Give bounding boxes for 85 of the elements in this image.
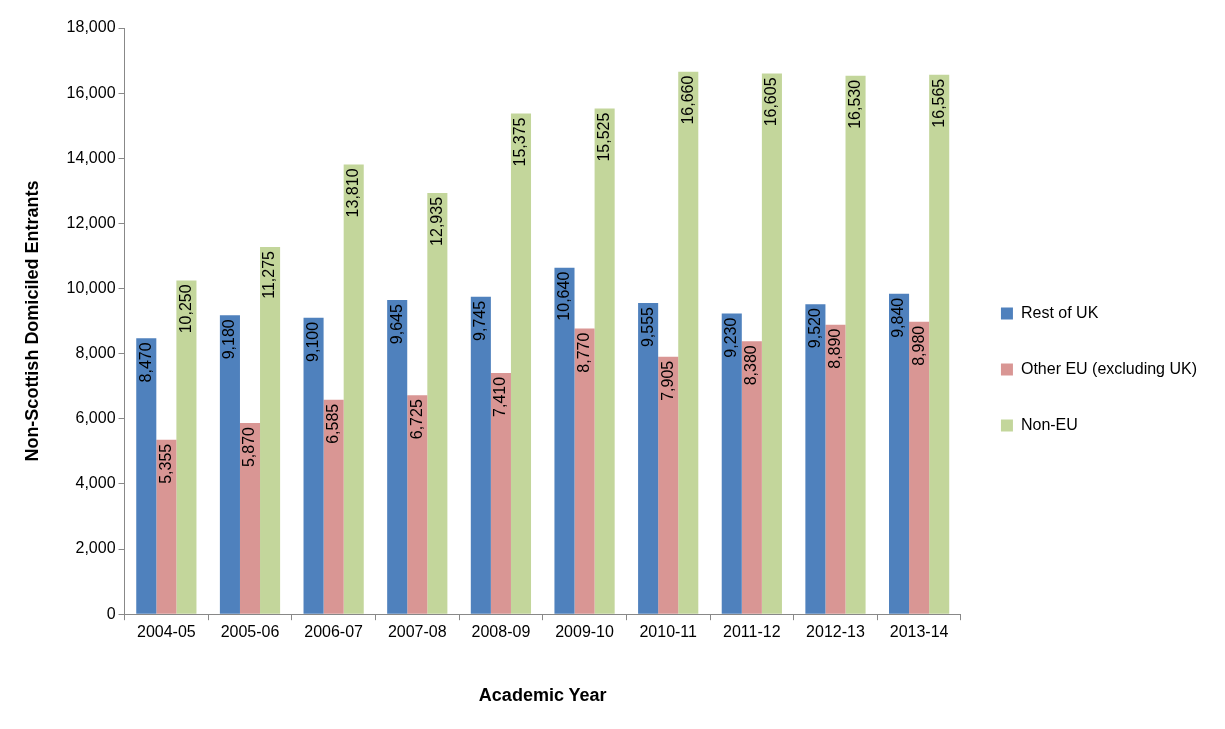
data-label: 9,745 bbox=[471, 300, 489, 341]
data-label: 8,470 bbox=[136, 342, 154, 383]
legend-label: Other EU (excluding UK) bbox=[1020, 359, 1197, 377]
bar bbox=[176, 280, 197, 614]
x-tick-label: 2011-12 bbox=[723, 623, 781, 641]
data-label: 8,770 bbox=[574, 332, 592, 373]
bar bbox=[845, 75, 866, 614]
data-label: 8,890 bbox=[825, 328, 843, 369]
bar bbox=[889, 293, 910, 614]
bar bbox=[407, 395, 428, 614]
data-label: 7,905 bbox=[658, 360, 676, 401]
x-tick-label: 2013-14 bbox=[889, 623, 949, 641]
y-tick-label: 2,000 bbox=[75, 539, 116, 557]
data-label: 9,100 bbox=[303, 321, 321, 362]
data-label: 16,660 bbox=[678, 75, 696, 125]
bar bbox=[490, 372, 511, 614]
data-label: 9,555 bbox=[638, 306, 656, 348]
data-label: 6,725 bbox=[407, 399, 425, 440]
bar bbox=[343, 164, 364, 614]
y-tick-label: 8,000 bbox=[75, 344, 116, 362]
data-label: 5,870 bbox=[240, 426, 258, 468]
bar bbox=[721, 313, 742, 614]
data-label: 8,380 bbox=[742, 345, 760, 386]
bar bbox=[219, 315, 240, 614]
x-tick-label: 2005-06 bbox=[220, 623, 280, 641]
bar bbox=[136, 338, 157, 614]
bar bbox=[323, 399, 344, 614]
data-label: 9,230 bbox=[722, 317, 740, 358]
data-label: 16,605 bbox=[762, 77, 780, 127]
y-tick-label: 4,000 bbox=[75, 474, 116, 492]
bar bbox=[574, 328, 595, 614]
data-label: 11,275 bbox=[260, 250, 278, 299]
bar bbox=[909, 321, 930, 614]
y-tick-label: 0 bbox=[106, 604, 116, 622]
data-label: 16,565 bbox=[929, 78, 947, 128]
data-label: 5,355 bbox=[156, 443, 174, 484]
data-label: 10,640 bbox=[554, 271, 572, 321]
y-tick-label: 14,000 bbox=[66, 148, 116, 166]
y-tick-label: 18,000 bbox=[66, 18, 116, 36]
data-label: 12,935 bbox=[427, 196, 445, 246]
x-tick-label: 2012-13 bbox=[806, 623, 865, 641]
legend-label: Rest of UK bbox=[1020, 303, 1099, 321]
y-axis-title: Non-Scottish Domiciled Entrants bbox=[21, 180, 42, 462]
x-tick-label: 2010-11 bbox=[639, 623, 698, 641]
bar bbox=[239, 423, 261, 614]
bar bbox=[387, 300, 408, 614]
x-axis-title: Academic Year bbox=[478, 685, 607, 706]
bar bbox=[427, 192, 448, 614]
data-label: 10,250 bbox=[176, 284, 194, 334]
bar bbox=[510, 113, 532, 614]
data-label: 8,980 bbox=[909, 325, 927, 366]
bar bbox=[554, 267, 575, 614]
bar bbox=[929, 74, 950, 614]
data-label: 6,585 bbox=[324, 403, 342, 444]
data-label: 9,520 bbox=[805, 308, 823, 349]
y-tick-label: 6,000 bbox=[75, 409, 116, 427]
bar bbox=[638, 303, 659, 614]
data-label: 13,810 bbox=[344, 168, 362, 218]
bar bbox=[260, 247, 281, 614]
bar bbox=[303, 317, 324, 614]
bar bbox=[470, 296, 491, 614]
bar bbox=[678, 71, 699, 614]
x-tick-label: 2009-10 bbox=[555, 623, 615, 641]
data-label: 16,530 bbox=[845, 79, 863, 129]
data-label: 15,375 bbox=[511, 117, 529, 167]
data-label: 9,645 bbox=[387, 304, 405, 345]
y-tick-label: 12,000 bbox=[66, 213, 116, 231]
x-tick-label: 2006-07 bbox=[304, 623, 364, 641]
bar bbox=[805, 304, 826, 614]
data-label: 9,180 bbox=[220, 319, 238, 360]
data-label: 15,525 bbox=[595, 112, 613, 162]
legend-label: Non-EU bbox=[1020, 415, 1078, 433]
data-label: 9,840 bbox=[889, 297, 907, 338]
x-tick-label: 2004-05 bbox=[137, 623, 196, 641]
x-tick-label: 2007-08 bbox=[387, 623, 447, 641]
bar bbox=[594, 108, 615, 614]
bar bbox=[741, 341, 762, 614]
x-tick-label: 2008-09 bbox=[471, 623, 531, 641]
bar bbox=[156, 439, 177, 614]
bar bbox=[658, 356, 679, 614]
data-label: 7,410 bbox=[491, 376, 509, 417]
bar bbox=[761, 73, 782, 614]
bar bbox=[825, 324, 846, 614]
y-tick-label: 16,000 bbox=[66, 83, 116, 101]
y-tick-label: 10,000 bbox=[66, 278, 116, 296]
